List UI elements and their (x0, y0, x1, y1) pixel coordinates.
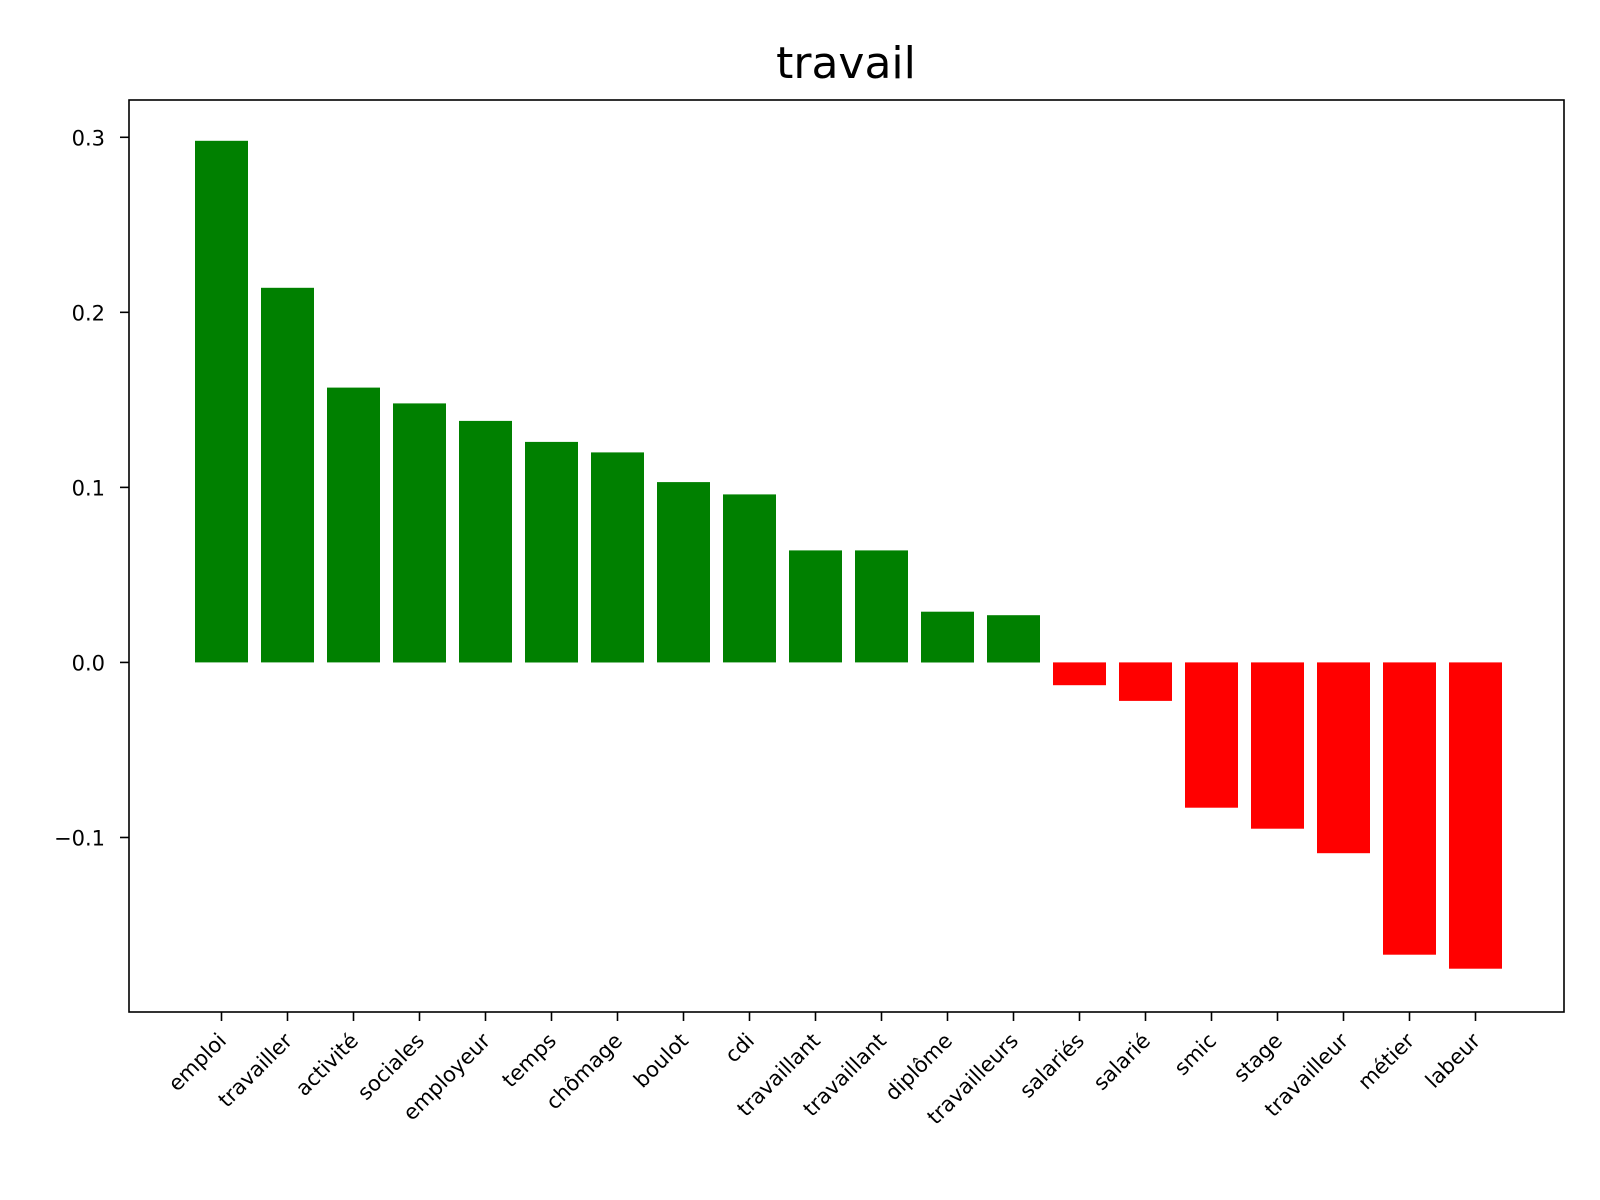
bar-16 (1185, 662, 1238, 808)
bar-5 (459, 420, 512, 663)
x-tick-label-14: salariés (1015, 1029, 1089, 1103)
bar-8 (657, 482, 710, 663)
x-tick-label-8: boulot (629, 1029, 693, 1093)
bar-3 (327, 387, 380, 663)
bar-14 (1053, 662, 1106, 686)
bar-13 (987, 615, 1040, 663)
bar-9 (723, 494, 776, 663)
bar-2 (261, 287, 314, 663)
bar-4 (393, 403, 446, 663)
y-tick-label-4: 0.2 (72, 301, 105, 325)
bar-20 (1449, 662, 1502, 969)
x-tick-label-20: labeur (1421, 1028, 1486, 1093)
chart-title: travail (776, 38, 916, 89)
bar-10 (789, 550, 842, 663)
bar-15 (1119, 662, 1172, 701)
x-tick-label-3: activité (291, 1029, 363, 1101)
y-tick-label-1: −0.1 (54, 826, 105, 850)
x-tick-label-1: emploi (164, 1029, 231, 1096)
y-axis: −0.1 0.0 0.1 0.2 0.3 (54, 126, 129, 850)
plot-frame (128, 99, 1565, 1013)
y-tick-label-2: 0.0 (72, 651, 105, 675)
y-tick-label-5: 0.3 (72, 126, 105, 150)
bar-17 (1251, 662, 1304, 829)
x-axis: emploitravailleractivitésocialesemployeu… (164, 1012, 1486, 1129)
x-tick-label-19: métier (1353, 1028, 1419, 1094)
x-tick-label-9: cdi (720, 1029, 759, 1068)
x-tick-label-15: salarié (1089, 1029, 1155, 1095)
bar-7 (591, 452, 644, 663)
x-tick-label-17: stage (1229, 1029, 1287, 1087)
x-tick-label-16: smic (1170, 1029, 1221, 1080)
x-tick-label-6: temps (497, 1029, 561, 1093)
bar-19 (1383, 662, 1436, 955)
bar-1 (195, 140, 248, 663)
bar-12 (921, 611, 974, 663)
bar-18 (1317, 662, 1370, 854)
y-tick-label-3: 0.1 (72, 476, 105, 500)
bar-6 (525, 441, 578, 663)
bar-11 (855, 550, 908, 663)
bars-group (195, 140, 1502, 969)
